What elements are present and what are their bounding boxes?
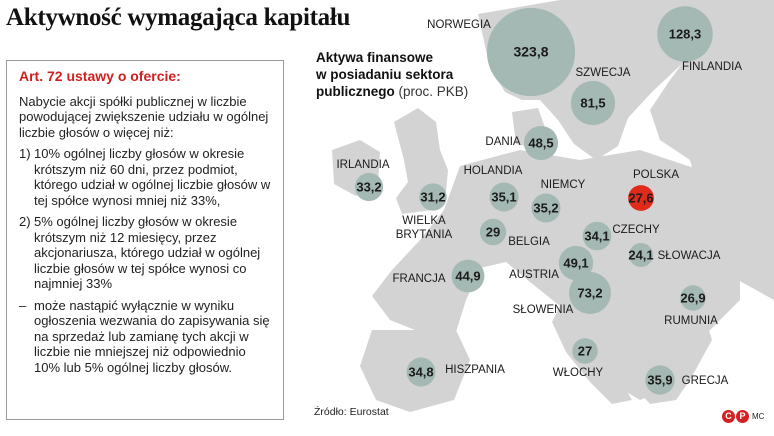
value-label-francja: 44,9 [455, 269, 480, 284]
bubble-słowacja [628, 242, 654, 268]
value-label-włochy: 27 [578, 344, 592, 359]
country-label-wielka-brytania: BRYTANIA [396, 229, 453, 241]
bubble-hiszpania [406, 357, 436, 387]
bubble-francja [451, 259, 485, 293]
value-label-niemcy: 35,2 [533, 201, 558, 216]
country-label-polska: POLSKA [633, 169, 679, 181]
bubble-irlandia [354, 172, 384, 202]
value-label-irlandia: 33,2 [356, 180, 381, 195]
legend-line-3: publicznego [316, 84, 395, 99]
bubble-norwegia [486, 7, 576, 97]
value-label-czechy: 34,1 [584, 229, 609, 244]
article-item-number: 2) [19, 214, 31, 229]
value-label-grecja: 35,9 [647, 373, 672, 388]
logo-c-icon: C [722, 410, 735, 424]
country-label-słowacja: SŁOWACJA [658, 250, 721, 262]
bubble-grecja [645, 365, 675, 395]
value-label-rumunia: 26,9 [680, 291, 705, 306]
article-item-text: może nastąpić wyłącznie w wyniku ogłosze… [34, 297, 270, 375]
article-item: 1) 10% ogólnej liczby głosów w okresie k… [19, 146, 273, 208]
labels-layer: 323,8 NORWEGIA 128,3 FINLANDIA 81,5 SZWECJA 48… [336, 19, 742, 388]
article-item-text: 10% ogólnej liczby głosów w okresie krót… [34, 146, 271, 208]
value-label-austria: 49,1 [563, 256, 588, 271]
bubble-włochy [572, 338, 598, 364]
country-label-słowenia: SŁOWENIA [513, 304, 574, 316]
bubble-austria [558, 245, 594, 281]
bubble-finlandia [657, 6, 713, 62]
value-label-holandia: 35,1 [491, 190, 516, 205]
country-label-szwecja: SZWECJA [576, 67, 631, 79]
bubble-słowenia [569, 272, 611, 314]
article-heading: Art. 72 ustawy o ofercie: [19, 68, 181, 84]
article-item: – może nastąpić wyłącznie w wyniku ogłos… [19, 298, 273, 376]
logo-mc-text: MC [752, 412, 765, 422]
publisher-logo: C P MC [722, 408, 764, 426]
country-label-niemcy: NIEMCY [541, 179, 586, 191]
article-item-number: – [19, 297, 27, 313]
bubble-dania [523, 125, 559, 161]
value-label-finlandia: 128,3 [669, 27, 702, 42]
country-label-wielka-brytania: WIELKA [402, 215, 446, 227]
country-label-hiszpania: HISZPANIA [445, 364, 505, 376]
value-label-norwegia: 323,8 [513, 44, 548, 60]
bubble-holandia [489, 182, 519, 212]
value-label-dania: 48,5 [528, 136, 553, 151]
value-label-słowenia: 73,2 [577, 286, 602, 301]
country-label-grecja: GRECJA [682, 375, 729, 387]
bubble-czechy [582, 221, 612, 251]
article-item: 2) 5% ogólnej liczby głosów w okresie kr… [19, 214, 273, 292]
bubble-wielka-brytania [419, 183, 447, 211]
country-label-francja: FRANCJA [392, 273, 445, 285]
article-info-box: Art. 72 ustawy o ofercie: Nabycie akcji … [6, 60, 284, 420]
article-intro: Nabycie akcji spółki publicznej w liczbi… [19, 93, 269, 140]
article-item-text: 5% ogólnej liczby głosów w okresie króts… [34, 214, 261, 291]
article-item-number: 1) [19, 146, 31, 161]
source-note: Źródło: Eurostat [314, 406, 389, 418]
legend-line-1: Aktywa finansowe [316, 50, 434, 65]
bubbles-layer [354, 6, 713, 395]
legend-unit: (proc. PKB) [398, 84, 469, 99]
bubble-rumunia [680, 285, 706, 311]
logo-p-icon: P [736, 410, 749, 424]
map-legend: Aktywa finansowe w posiadaniu sektora pu… [316, 49, 468, 100]
value-label-polska: 27,6 [628, 191, 653, 206]
value-label-wielka-brytania: 31,2 [420, 190, 445, 205]
value-label-szwecja: 81,5 [580, 96, 605, 111]
bubble-polska [628, 185, 654, 211]
page-title: Aktywność wymagająca kapitału [6, 4, 351, 31]
value-label-hiszpania: 34,8 [408, 365, 433, 380]
country-label-norwegia: NORWEGIA [427, 19, 491, 31]
land-balkans [600, 300, 712, 404]
value-label-belgia: 29 [486, 225, 500, 240]
country-label-austria: AUSTRIA [509, 269, 559, 281]
bubble-niemcy [531, 193, 561, 223]
country-label-czechy: CZECHY [612, 224, 660, 236]
country-label-finlandia: FINLANDIA [682, 61, 742, 73]
bubble-belgia [479, 218, 507, 246]
country-label-irlandia: IRLANDIA [336, 159, 389, 171]
value-label-słowacja: 24,1 [628, 248, 653, 263]
country-label-dania: DANIA [485, 136, 520, 148]
legend-line-2: w posiadaniu sektora [316, 67, 454, 82]
country-label-belgia: BELGIA [508, 236, 550, 248]
country-label-rumunia: RUMUNIA [664, 315, 718, 327]
country-label-włochy: WŁOCHY [553, 367, 604, 379]
land-finland-russia [640, 0, 774, 300]
bubble-szwecja [570, 80, 616, 126]
country-label-holandia: HOLANDIA [464, 165, 523, 177]
